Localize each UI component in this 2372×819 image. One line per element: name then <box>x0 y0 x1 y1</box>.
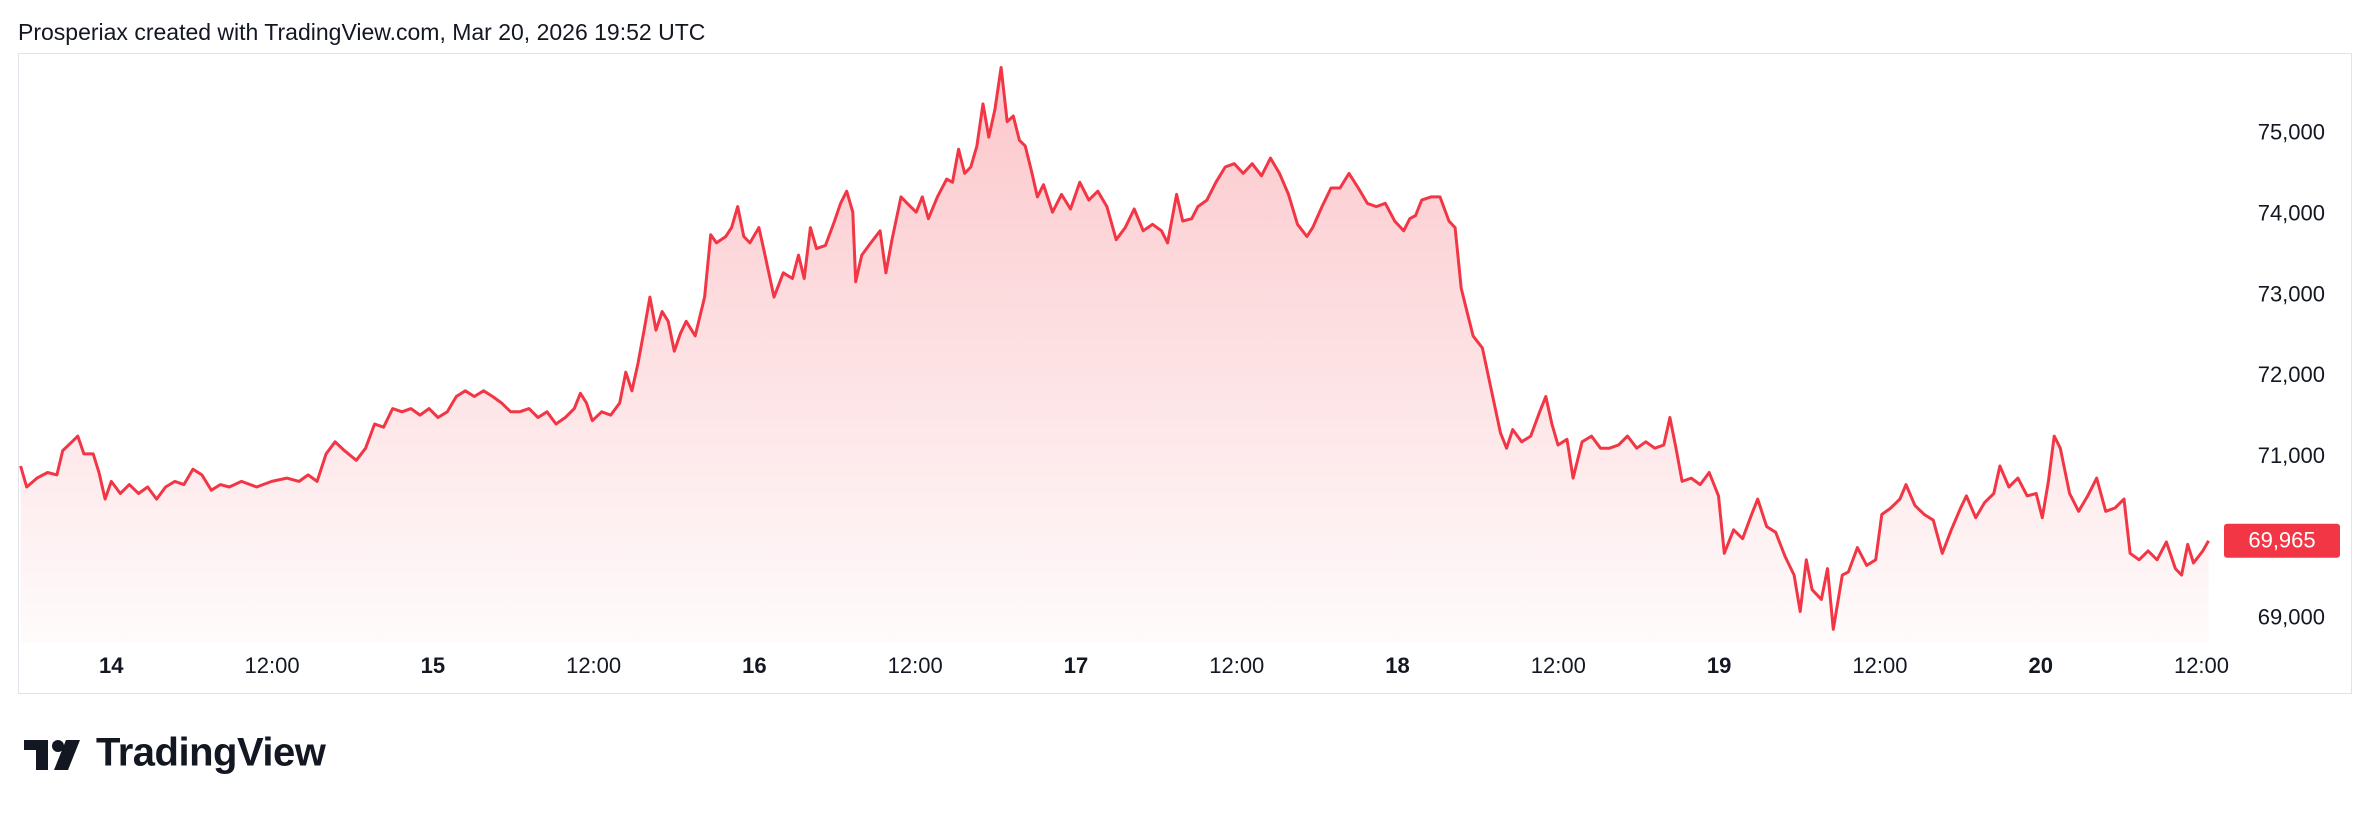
brand-name: TradingView <box>96 731 327 775</box>
brand-logo <box>24 740 80 770</box>
y-tick-label: 72,000 <box>2258 362 2325 387</box>
logo-stem <box>36 740 48 770</box>
y-tick-label: 74,000 <box>2258 200 2325 225</box>
x-tick-label: 12:00 <box>1852 653 1907 678</box>
logo-dot <box>52 740 64 752</box>
x-tick-label: 19 <box>1707 653 1731 678</box>
x-tick-label: 12:00 <box>888 653 943 678</box>
logo-slash <box>54 740 80 770</box>
header-caption: Prosperiax created with TradingView.com,… <box>18 19 705 45</box>
price-area <box>20 67 2209 643</box>
chart-frame <box>18 53 2352 694</box>
x-tick-label: 12:00 <box>2174 653 2229 678</box>
plot-area: 69,000 71,000 72,000 73,000 74,000 75,000 14 12… <box>19 66 2340 678</box>
x-tick-label: 15 <box>421 653 445 678</box>
last-price-label: 69,965 <box>2248 528 2315 553</box>
price-line <box>19 66 2210 631</box>
x-tick-label: 17 <box>1064 653 1088 678</box>
y-tick-label: 71,000 <box>2258 443 2325 468</box>
x-tick-label: 12:00 <box>1531 653 1586 678</box>
x-tick-label: 14 <box>99 653 124 678</box>
x-tick-label: 12:00 <box>1209 653 1264 678</box>
y-tick-label: 69,000 <box>2258 605 2325 630</box>
x-tick-label: 12:00 <box>245 653 300 678</box>
y-tick-label: 75,000 <box>2258 120 2325 145</box>
x-tick-label: 18 <box>1385 653 1409 678</box>
y-tick-label: 73,000 <box>2258 281 2325 306</box>
x-tick-label: 12:00 <box>566 653 621 678</box>
last-price-badge <box>2224 523 2340 558</box>
x-tick-label: 16 <box>742 653 766 678</box>
x-tick-label: 20 <box>2028 653 2052 678</box>
